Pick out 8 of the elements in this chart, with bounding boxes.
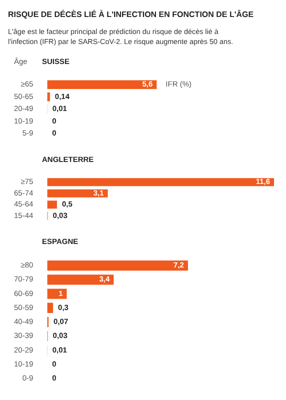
- bar: [47, 260, 188, 271]
- bar: [47, 200, 57, 209]
- bar: [47, 288, 67, 299]
- text: RISQUE DE DÉCÈS LIÉ À L'INFECTION EN FONCTION DE L'ÂGE: [8, 10, 255, 19]
- bar: [47, 274, 114, 285]
- bar: [47, 302, 54, 313]
- bar: [47, 189, 108, 198]
- bar: [47, 178, 274, 186]
